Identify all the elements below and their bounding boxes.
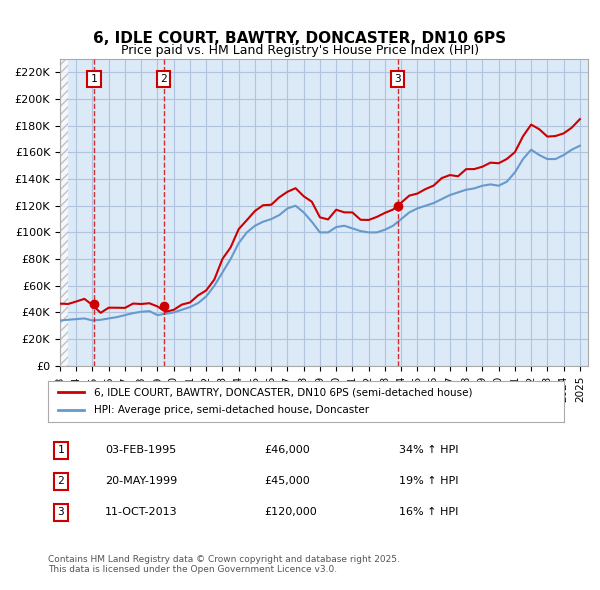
Text: 19% ↑ HPI: 19% ↑ HPI [399, 477, 458, 486]
Text: Price paid vs. HM Land Registry's House Price Index (HPI): Price paid vs. HM Land Registry's House … [121, 44, 479, 57]
Text: 6, IDLE COURT, BAWTRY, DONCASTER, DN10 6PS: 6, IDLE COURT, BAWTRY, DONCASTER, DN10 6… [94, 31, 506, 46]
Text: 20-MAY-1999: 20-MAY-1999 [105, 477, 177, 486]
Text: 1: 1 [91, 74, 97, 84]
Text: 11-OCT-2013: 11-OCT-2013 [105, 507, 178, 517]
Text: 2: 2 [58, 477, 64, 486]
Text: 6, IDLE COURT, BAWTRY, DONCASTER, DN10 6PS (semi-detached house): 6, IDLE COURT, BAWTRY, DONCASTER, DN10 6… [94, 387, 473, 397]
Text: HPI: Average price, semi-detached house, Doncaster: HPI: Average price, semi-detached house,… [94, 405, 370, 415]
Text: Contains HM Land Registry data © Crown copyright and database right 2025.
This d: Contains HM Land Registry data © Crown c… [48, 555, 400, 574]
Text: 03-FEB-1995: 03-FEB-1995 [105, 445, 176, 455]
Text: 34% ↑ HPI: 34% ↑ HPI [399, 445, 458, 455]
Text: 3: 3 [58, 507, 64, 517]
Text: 3: 3 [394, 74, 401, 84]
Bar [60, 59, 68, 366]
Text: £120,000: £120,000 [265, 507, 317, 517]
Text: £46,000: £46,000 [265, 445, 310, 455]
Text: 1: 1 [58, 445, 64, 455]
Text: 2: 2 [160, 74, 167, 84]
Text: £45,000: £45,000 [265, 477, 310, 486]
Text: 16% ↑ HPI: 16% ↑ HPI [399, 507, 458, 517]
